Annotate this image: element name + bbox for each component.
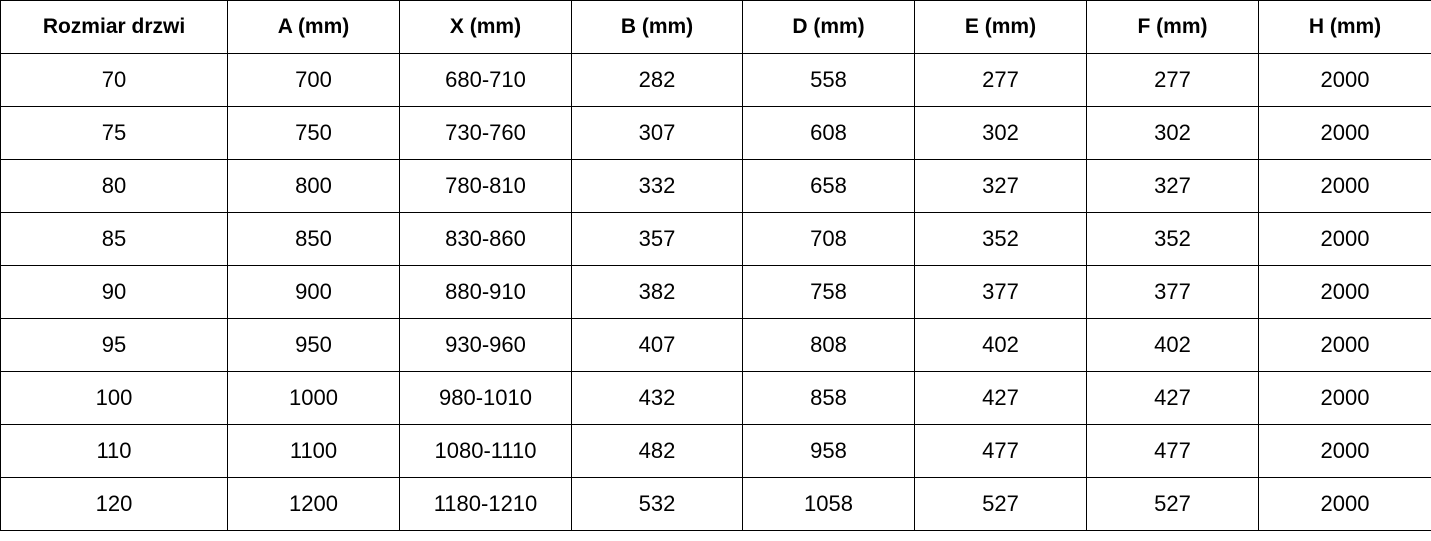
table-cell: 352	[914, 212, 1087, 266]
table-cell: 980-1010	[399, 371, 572, 425]
table-cell: 532	[571, 477, 743, 531]
table-cell: 2000	[1258, 265, 1431, 319]
table-cell: 75	[0, 106, 228, 160]
column-header: E (mm)	[914, 0, 1087, 54]
table-cell: 282	[571, 53, 743, 107]
table-cell: 382	[571, 265, 743, 319]
column-header: X (mm)	[399, 0, 572, 54]
table-cell: 110	[0, 424, 228, 478]
table-cell: 352	[1086, 212, 1259, 266]
table-row: 110 1100 1080-1110 482 958 477 477 2000	[0, 424, 1431, 478]
table-cell: 800	[227, 159, 400, 213]
table-cell: 708	[742, 212, 915, 266]
table-cell: 427	[914, 371, 1087, 425]
table-cell: 950	[227, 318, 400, 372]
table-cell: 2000	[1258, 424, 1431, 478]
table-cell: 482	[571, 424, 743, 478]
column-header: B (mm)	[571, 0, 743, 54]
table-cell: 700	[227, 53, 400, 107]
table-cell: 2000	[1258, 212, 1431, 266]
table-cell: 90	[0, 265, 228, 319]
table-cell: 808	[742, 318, 915, 372]
column-header: F (mm)	[1086, 0, 1259, 54]
table-cell: 402	[1086, 318, 1259, 372]
table-row: 90 900 880-910 382 758 377 377 2000	[0, 265, 1431, 319]
table-cell: 2000	[1258, 159, 1431, 213]
table-cell: 1000	[227, 371, 400, 425]
table-cell: 900	[227, 265, 400, 319]
table-cell: 880-910	[399, 265, 572, 319]
table-cell: 277	[914, 53, 1087, 107]
table-row: 120 1200 1180-1210 532 1058 527 527 2000	[0, 477, 1431, 531]
table-cell: 958	[742, 424, 915, 478]
table-cell: 850	[227, 212, 400, 266]
table-cell: 527	[914, 477, 1087, 531]
table-cell: 930-960	[399, 318, 572, 372]
table-cell: 377	[1086, 265, 1259, 319]
table-cell: 1100	[227, 424, 400, 478]
table-cell: 608	[742, 106, 915, 160]
table-cell: 2000	[1258, 477, 1431, 531]
table-cell: 427	[1086, 371, 1259, 425]
table-cell: 1080-1110	[399, 424, 572, 478]
table-cell: 830-860	[399, 212, 572, 266]
table-cell: 432	[571, 371, 743, 425]
table-cell: 302	[1086, 106, 1259, 160]
table-cell: 658	[742, 159, 915, 213]
table-cell: 780-810	[399, 159, 572, 213]
table-cell: 277	[1086, 53, 1259, 107]
table-cell: 377	[914, 265, 1087, 319]
table-cell: 680-710	[399, 53, 572, 107]
table-cell: 95	[0, 318, 228, 372]
table-cell: 332	[571, 159, 743, 213]
table-cell: 1200	[227, 477, 400, 531]
column-header: A (mm)	[227, 0, 400, 54]
table-cell: 85	[0, 212, 228, 266]
table-cell: 2000	[1258, 371, 1431, 425]
table-cell: 1058	[742, 477, 915, 531]
table-cell: 327	[1086, 159, 1259, 213]
table-cell: 402	[914, 318, 1087, 372]
table-cell: 750	[227, 106, 400, 160]
table-row: 70 700 680-710 282 558 277 277 2000	[0, 53, 1431, 107]
table-cell: 80	[0, 159, 228, 213]
table-cell: 327	[914, 159, 1087, 213]
table-cell: 357	[571, 212, 743, 266]
table-cell: 407	[571, 318, 743, 372]
table-cell: 527	[1086, 477, 1259, 531]
table-cell: 758	[742, 265, 915, 319]
column-header: Rozmiar drzwi	[0, 0, 228, 54]
table-cell: 302	[914, 106, 1087, 160]
table-cell: 730-760	[399, 106, 572, 160]
table-cell: 2000	[1258, 106, 1431, 160]
table-cell: 70	[0, 53, 228, 107]
table-cell: 100	[0, 371, 228, 425]
table-row: 75 750 730-760 307 608 302 302 2000	[0, 106, 1431, 160]
table-cell: 858	[742, 371, 915, 425]
table-cell: 120	[0, 477, 228, 531]
table-row: 80 800 780-810 332 658 327 327 2000	[0, 159, 1431, 213]
table-cell: 1180-1210	[399, 477, 572, 531]
table-cell: 2000	[1258, 53, 1431, 107]
table-cell: 477	[914, 424, 1087, 478]
table-cell: 477	[1086, 424, 1259, 478]
table-header-row: Rozmiar drzwi A (mm) X (mm) B (mm) D (mm) E (…	[0, 0, 1431, 54]
table-cell: 307	[571, 106, 743, 160]
table-cell: 2000	[1258, 318, 1431, 372]
column-header: H (mm)	[1258, 0, 1431, 54]
table-cell: 558	[742, 53, 915, 107]
column-header: D (mm)	[742, 0, 915, 54]
table-row: 95 950 930-960 407 808 402 402 2000	[0, 318, 1431, 372]
table-row: 100 1000 980-1010 432 858 427 427 2000	[0, 371, 1431, 425]
table-row: 85 850 830-860 357 708 352 352 2000	[0, 212, 1431, 266]
